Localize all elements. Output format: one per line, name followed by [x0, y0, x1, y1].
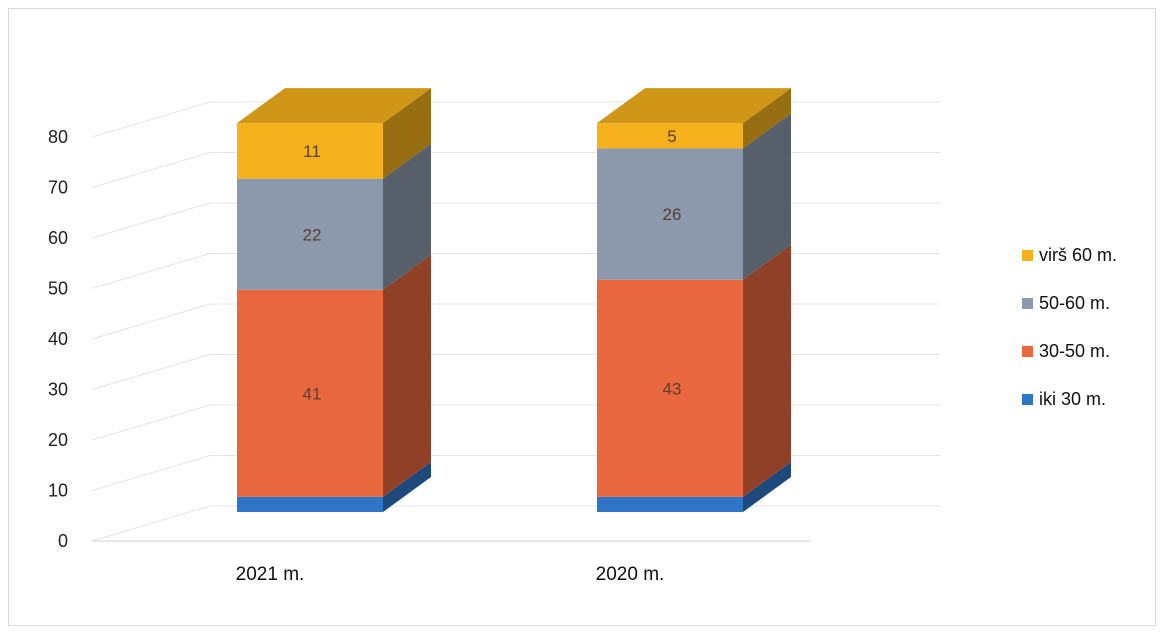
- bar-segment: [237, 289, 383, 497]
- y-tick-label: 20: [48, 430, 68, 450]
- gridline-side: [91, 354, 211, 390]
- y-tick-label: 40: [48, 329, 68, 349]
- y-tick-label: 70: [48, 178, 68, 198]
- bar-segment-side: [383, 143, 431, 290]
- gridline-side: [91, 202, 211, 239]
- data-label: 11: [303, 142, 321, 161]
- bar-segment: [237, 123, 383, 179]
- bar-segment-side: [743, 88, 791, 149]
- legend-label: iki 30 m.: [1039, 388, 1107, 409]
- gridline-side: [91, 253, 211, 289]
- gridline-side: [91, 404, 211, 441]
- legend-label: 30-50 m.: [1039, 340, 1111, 361]
- bar-top-face: [597, 88, 791, 124]
- legend-swatch: [1022, 297, 1033, 309]
- chart-frame: [8, 8, 1156, 626]
- bar-segment: [597, 279, 743, 497]
- gridline-side: [91, 455, 211, 491]
- bar-segment: [237, 178, 383, 290]
- data-label: 5: [667, 127, 676, 146]
- y-tick-label: 10: [48, 481, 68, 501]
- bar-segment-side: [743, 113, 791, 280]
- bar-segment-side: [743, 461, 791, 512]
- bar-segment-side: [743, 244, 791, 497]
- legend-swatch: [1022, 249, 1033, 261]
- gridline-side: [91, 152, 211, 188]
- y-tick-label: 80: [48, 127, 68, 147]
- y-tick-label: 50: [48, 279, 68, 299]
- data-label: 22: [303, 225, 322, 244]
- y-tick-label: 60: [48, 228, 68, 248]
- y-tick-label: 30: [48, 380, 68, 400]
- legend-item: 30-50 m.: [1022, 338, 1152, 364]
- legend-item: iki 30 m.: [1022, 386, 1152, 412]
- legend-item: 50-60 m.: [1022, 290, 1152, 316]
- legend-swatch: [1022, 393, 1033, 405]
- legend-swatch: [1022, 345, 1033, 357]
- bar-segment-side: [383, 254, 431, 497]
- bar-segment: [597, 148, 743, 280]
- gridline-side: [91, 303, 211, 340]
- data-label: 41: [303, 384, 322, 403]
- y-tick-label: 0: [58, 531, 68, 551]
- legend-label: virš 60 m.: [1039, 244, 1118, 265]
- legend-label: 50-60 m.: [1039, 292, 1111, 313]
- data-label: 26: [663, 205, 682, 224]
- category-label: 2020 m.: [596, 564, 665, 585]
- bar-segment: [597, 123, 743, 149]
- bar-segment-side: [383, 461, 431, 512]
- bar-segment: [237, 496, 383, 512]
- chart-legend: virš 60 m. 50-60 m. 30-50 m. iki 30 m.: [1022, 242, 1152, 434]
- gridline-side: [91, 505, 211, 542]
- category-label: 2021 m.: [236, 564, 305, 585]
- data-label: 43: [663, 379, 682, 398]
- gridline-side: [91, 101, 211, 138]
- bar-segment: [597, 496, 743, 512]
- legend-item: virš 60 m.: [1022, 242, 1152, 268]
- bar-segment-side: [383, 88, 431, 179]
- bar-top-face: [237, 88, 431, 124]
